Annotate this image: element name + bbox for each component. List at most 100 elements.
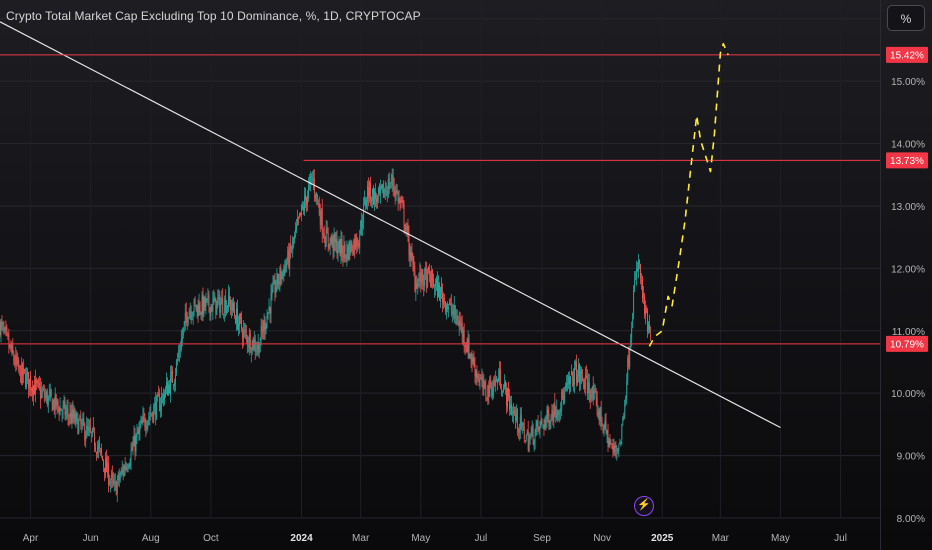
candle: [395, 190, 397, 195]
candle: [418, 279, 420, 281]
candle: [473, 358, 475, 367]
candle: [189, 310, 191, 312]
candle: [224, 299, 226, 314]
candle: [275, 287, 277, 293]
candle: [217, 298, 219, 301]
percent-scale-button[interactable]: %: [887, 5, 925, 31]
candle: [388, 178, 390, 190]
candle: [498, 377, 500, 382]
candle: [356, 236, 358, 246]
candle: [103, 460, 104, 466]
candle: [255, 349, 257, 353]
candle: [158, 393, 160, 397]
candle: [565, 385, 567, 390]
candle: [327, 232, 329, 243]
candle: [544, 420, 546, 428]
candle: [519, 416, 521, 430]
candle: [629, 350, 631, 367]
candle: [416, 284, 418, 289]
candle: [444, 301, 446, 312]
candle: [124, 465, 126, 470]
candle: [320, 209, 322, 226]
candle: [646, 309, 647, 312]
candle: [471, 359, 473, 364]
candle: [536, 421, 538, 427]
candle: [3, 327, 5, 331]
candle: [632, 313, 634, 328]
candle: [582, 382, 584, 384]
candle: [610, 443, 612, 445]
candle: [596, 397, 598, 416]
candle: [310, 176, 312, 178]
candle: [561, 391, 563, 410]
candle: [572, 372, 573, 378]
candle: [149, 415, 151, 417]
candle: [142, 415, 144, 423]
lightning-icon[interactable]: ⚡: [634, 496, 654, 516]
candle: [378, 186, 380, 194]
candle: [311, 177, 313, 179]
candle: [172, 384, 174, 386]
candle: [321, 208, 323, 234]
candle: [270, 293, 272, 314]
candle: [204, 297, 206, 307]
candle: [317, 203, 319, 205]
candle: [358, 242, 360, 247]
candle: [114, 481, 116, 483]
candle: [425, 269, 427, 271]
candle: [419, 272, 421, 282]
candle: [68, 417, 70, 419]
candle: [584, 375, 586, 389]
candle: [595, 391, 597, 398]
candle: [257, 342, 259, 350]
candle: [372, 188, 373, 201]
candle: [315, 192, 317, 197]
candle: [362, 224, 364, 227]
candle: [422, 269, 424, 282]
candle: [36, 381, 38, 384]
candle: [346, 247, 348, 260]
candle: [222, 298, 224, 314]
candle: [648, 323, 650, 333]
candle: [369, 181, 370, 199]
candle: [475, 371, 477, 379]
candle: [173, 382, 175, 386]
candle: [203, 296, 205, 314]
candle: [205, 299, 207, 307]
candle: [560, 408, 562, 413]
candle: [643, 294, 644, 298]
candle: [351, 241, 353, 251]
candle: [228, 293, 230, 310]
time-tick-label: Apr: [23, 533, 39, 544]
price-tick-label: 10.00%: [891, 389, 925, 400]
candle: [341, 238, 343, 254]
candle: [65, 411, 67, 415]
candle: [546, 408, 548, 420]
projection-path: [648, 42, 729, 347]
candle: [262, 329, 264, 333]
candle: [97, 448, 99, 453]
candle: [502, 393, 504, 395]
candle: [497, 379, 499, 385]
candle: [503, 386, 505, 392]
candle: [125, 465, 127, 470]
candle: [420, 272, 422, 285]
candle: [235, 317, 236, 324]
candle: [226, 306, 228, 315]
candle: [370, 183, 371, 201]
candle: [586, 376, 588, 394]
candle: [208, 294, 210, 308]
candle: [449, 301, 451, 303]
candle: [52, 400, 54, 409]
candle: [461, 322, 463, 335]
candle: [390, 182, 392, 184]
candle: [577, 375, 578, 384]
candle: [148, 416, 150, 420]
candle: [123, 466, 125, 476]
candle: [19, 366, 21, 368]
candle: [283, 268, 285, 276]
candle: [549, 424, 551, 428]
candle: [504, 382, 505, 388]
